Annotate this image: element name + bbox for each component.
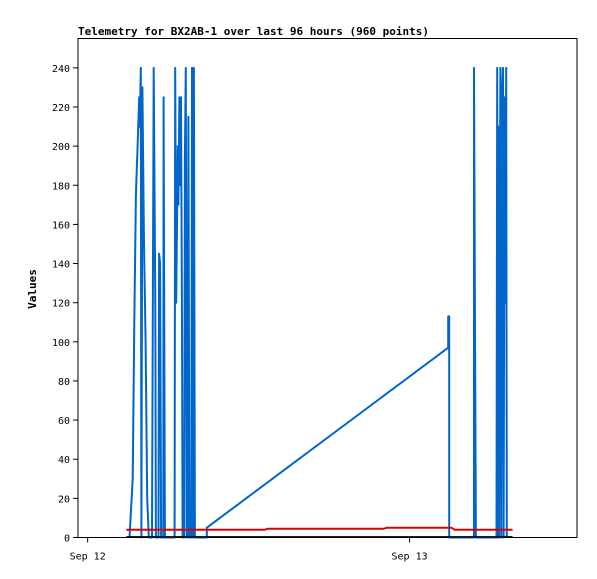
y-tick-label: 40: [58, 455, 70, 466]
y-tick-label: 140: [52, 260, 70, 271]
y-tick-label: 60: [58, 416, 70, 427]
series-layer: [126, 66, 513, 539]
series-line-2: [126, 526, 513, 531]
y-tick-label: 0: [64, 534, 70, 545]
x-axis: Sep 12 Sep 13: [70, 537, 428, 563]
y-tick-label: 80: [58, 377, 70, 388]
y-tick-label: 180: [52, 181, 70, 192]
y-tick-label: 120: [52, 299, 70, 310]
y-tick-label: 100: [52, 338, 70, 349]
y-tick-label: 240: [52, 64, 70, 75]
y-tick-label: 20: [58, 494, 70, 505]
y-tick-label: 200: [52, 142, 70, 153]
y-tick-label: 160: [52, 220, 70, 231]
y-axis-label: Values: [26, 269, 39, 309]
y-tick-label: 220: [52, 103, 70, 114]
x-tick-label: Sep 13: [392, 552, 428, 563]
x-tick-label: Sep 12: [70, 552, 106, 563]
y-axis: 0 20 40 60 80 100 120 140 160 180 200 220 240: [52, 64, 78, 545]
chart-title: Telemetry for BX2AB-1 over last 96 hours…: [78, 25, 429, 38]
